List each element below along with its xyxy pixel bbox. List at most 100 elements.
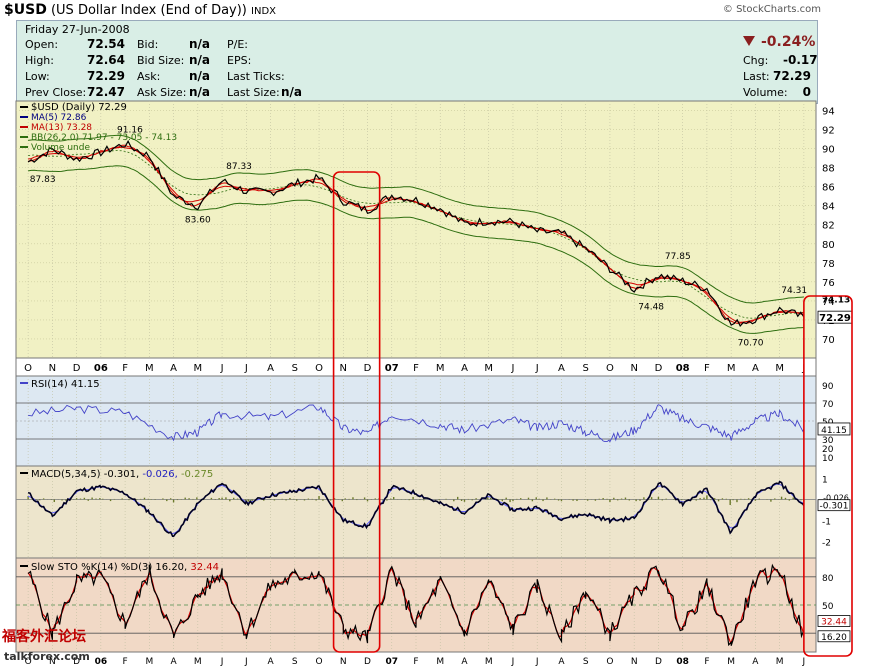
month-tick-bottom-32: J bbox=[802, 657, 806, 667]
watermark[interactable]: © StockCharts.com bbox=[722, 4, 821, 15]
month-tick-bottom-6: A bbox=[170, 657, 177, 667]
price-tick-82: 82 bbox=[822, 221, 835, 232]
price-right-label-0: 74.13 bbox=[822, 296, 850, 306]
price-tick-90: 90 bbox=[822, 145, 835, 156]
bid-value: n/a bbox=[189, 37, 211, 51]
month-tick-9: J bbox=[244, 363, 248, 374]
month-tick-18: A bbox=[461, 363, 468, 374]
high-value: 72.64 bbox=[87, 53, 125, 67]
sto-right-label-1: 16.20 bbox=[821, 633, 847, 643]
month-tick-8: J bbox=[220, 363, 224, 374]
bb-lower-line bbox=[28, 165, 804, 334]
month-tick-23: S bbox=[583, 363, 589, 374]
month-tick-26: D bbox=[655, 363, 663, 374]
month-tick-0: O bbox=[24, 363, 32, 374]
month-tick-bottom-9: J bbox=[244, 657, 248, 667]
chart-title: $USD (US Dollar Index (End of Day)) INDX bbox=[4, 2, 276, 18]
month-tick-bottom-1: N bbox=[49, 657, 56, 667]
macd-tick--1: -1 bbox=[822, 517, 831, 527]
month-tick-10: A bbox=[267, 363, 274, 374]
macd-right-label-0: -0.026 bbox=[823, 493, 849, 502]
month-tick-14: D bbox=[364, 363, 372, 374]
ask-value: n/a bbox=[189, 69, 211, 83]
macd-legend-part-3: -0.275 bbox=[181, 469, 213, 480]
macd-legend-part-1: -0.301, bbox=[104, 469, 143, 480]
highlight-box-1 bbox=[803, 295, 853, 657]
sto-k-line bbox=[27, 563, 805, 647]
month-tick-bottom-11: S bbox=[292, 657, 298, 667]
macd-legend-part-0: MACD(5,34,5) bbox=[31, 469, 104, 480]
month-tick-21: J bbox=[535, 363, 539, 374]
price-tick-88: 88 bbox=[822, 164, 835, 175]
month-tick-22: A bbox=[558, 363, 565, 374]
legend-text-2: MA(13) 73.28 bbox=[31, 123, 92, 133]
month-tick-19: M bbox=[484, 363, 493, 374]
quote-date: Friday 27-Jun-2008 bbox=[25, 23, 130, 36]
macd-legend-part-2: -0.026, bbox=[142, 469, 181, 480]
month-tick-29: M bbox=[727, 363, 736, 374]
month-tick-bottom-14: D bbox=[364, 657, 371, 667]
month-tick-bottom-20: J bbox=[511, 657, 515, 667]
rsi-line bbox=[28, 404, 805, 443]
month-tick-bottom-3: 06 bbox=[95, 657, 108, 667]
sto-right-label-0: 32.44 bbox=[821, 618, 847, 628]
month-tick-31: M bbox=[775, 363, 784, 374]
prev-close-label: Prev Close: bbox=[25, 86, 87, 99]
month-tick-bottom-7: M bbox=[194, 657, 202, 667]
pe-label: P/E: bbox=[227, 38, 248, 51]
month-tick-5: M bbox=[145, 363, 154, 374]
price-tick-80: 80 bbox=[822, 240, 835, 251]
month-tick-bottom-5: M bbox=[145, 657, 153, 667]
low-label: Low: bbox=[25, 70, 50, 83]
month-tick-bottom-22: A bbox=[558, 657, 565, 667]
chg-value: -0.17 bbox=[783, 53, 818, 67]
month-tick-bottom-27: 08 bbox=[676, 657, 689, 667]
open-value: 72.54 bbox=[87, 37, 125, 51]
month-tick-bottom-2: D bbox=[73, 657, 80, 667]
month-tick-13: N bbox=[340, 363, 347, 374]
price-annotation-0: 87.83 bbox=[30, 175, 56, 185]
price-annotation-2: 83.60 bbox=[185, 216, 211, 226]
last-size-label: Last Size: bbox=[227, 86, 280, 99]
legend-text-4: Volume unde bbox=[31, 143, 90, 153]
month-tick-15: 07 bbox=[385, 363, 399, 374]
month-tick-bottom-18: A bbox=[461, 657, 468, 667]
ask-size-label: Ask Size: bbox=[137, 86, 187, 99]
rsi-tick-10: 10 bbox=[822, 454, 834, 464]
high-label: High: bbox=[25, 54, 54, 67]
month-tick-3: 06 bbox=[94, 363, 108, 374]
forum-watermark-cn: 福客外汇论坛 bbox=[2, 629, 86, 645]
month-tick-bottom-19: M bbox=[485, 657, 493, 667]
month-tick-1: N bbox=[49, 363, 56, 374]
month-tick-bottom-21: J bbox=[535, 657, 539, 667]
rsi-tick-70: 70 bbox=[822, 400, 834, 410]
macd-legend: MACD(5,34,5) -0.301, -0.026, -0.275 bbox=[31, 469, 213, 480]
month-tick-bottom-28: F bbox=[704, 657, 709, 667]
volume-label: Volume: bbox=[743, 86, 788, 99]
bb-upper-line bbox=[28, 134, 804, 304]
price-annotation-1: 91.16 bbox=[117, 126, 143, 136]
chg-label: Chg: bbox=[743, 54, 769, 67]
forum-watermark: talkforex.com bbox=[4, 650, 90, 663]
sto-legend-part-0: Slow STO %K(14) %D(3) 16.20, bbox=[31, 562, 190, 573]
month-tick-bottom-24: O bbox=[606, 657, 613, 667]
legend-text-3: BB(26,2.0) 71.97 - 73.05 - 74.13 bbox=[31, 133, 177, 143]
month-tick-bottom-25: N bbox=[631, 657, 638, 667]
bid-label: Bid: bbox=[137, 38, 159, 51]
month-tick-2: D bbox=[73, 363, 81, 374]
sto-k-box bbox=[817, 630, 851, 643]
price-annotation-3: 87.33 bbox=[226, 162, 252, 172]
month-tick-6: A bbox=[170, 363, 177, 374]
month-tick-11: S bbox=[292, 363, 298, 374]
price-annotation-6: 70.70 bbox=[738, 338, 764, 348]
bid-size-value: n/a bbox=[189, 53, 211, 67]
low-value: 72.29 bbox=[87, 69, 125, 83]
month-tick-25: N bbox=[630, 363, 637, 374]
sto-legend: Slow STO %K(14) %D(3) 16.20, 32.44 bbox=[31, 562, 219, 573]
rsi-tick-30: 30 bbox=[822, 436, 834, 446]
price-annotation-4: 74.48 bbox=[638, 302, 664, 312]
month-tick-bottom-23: S bbox=[583, 657, 589, 667]
month-tick-bottom-0: O bbox=[25, 657, 32, 667]
month-tick-27: 08 bbox=[676, 363, 690, 374]
